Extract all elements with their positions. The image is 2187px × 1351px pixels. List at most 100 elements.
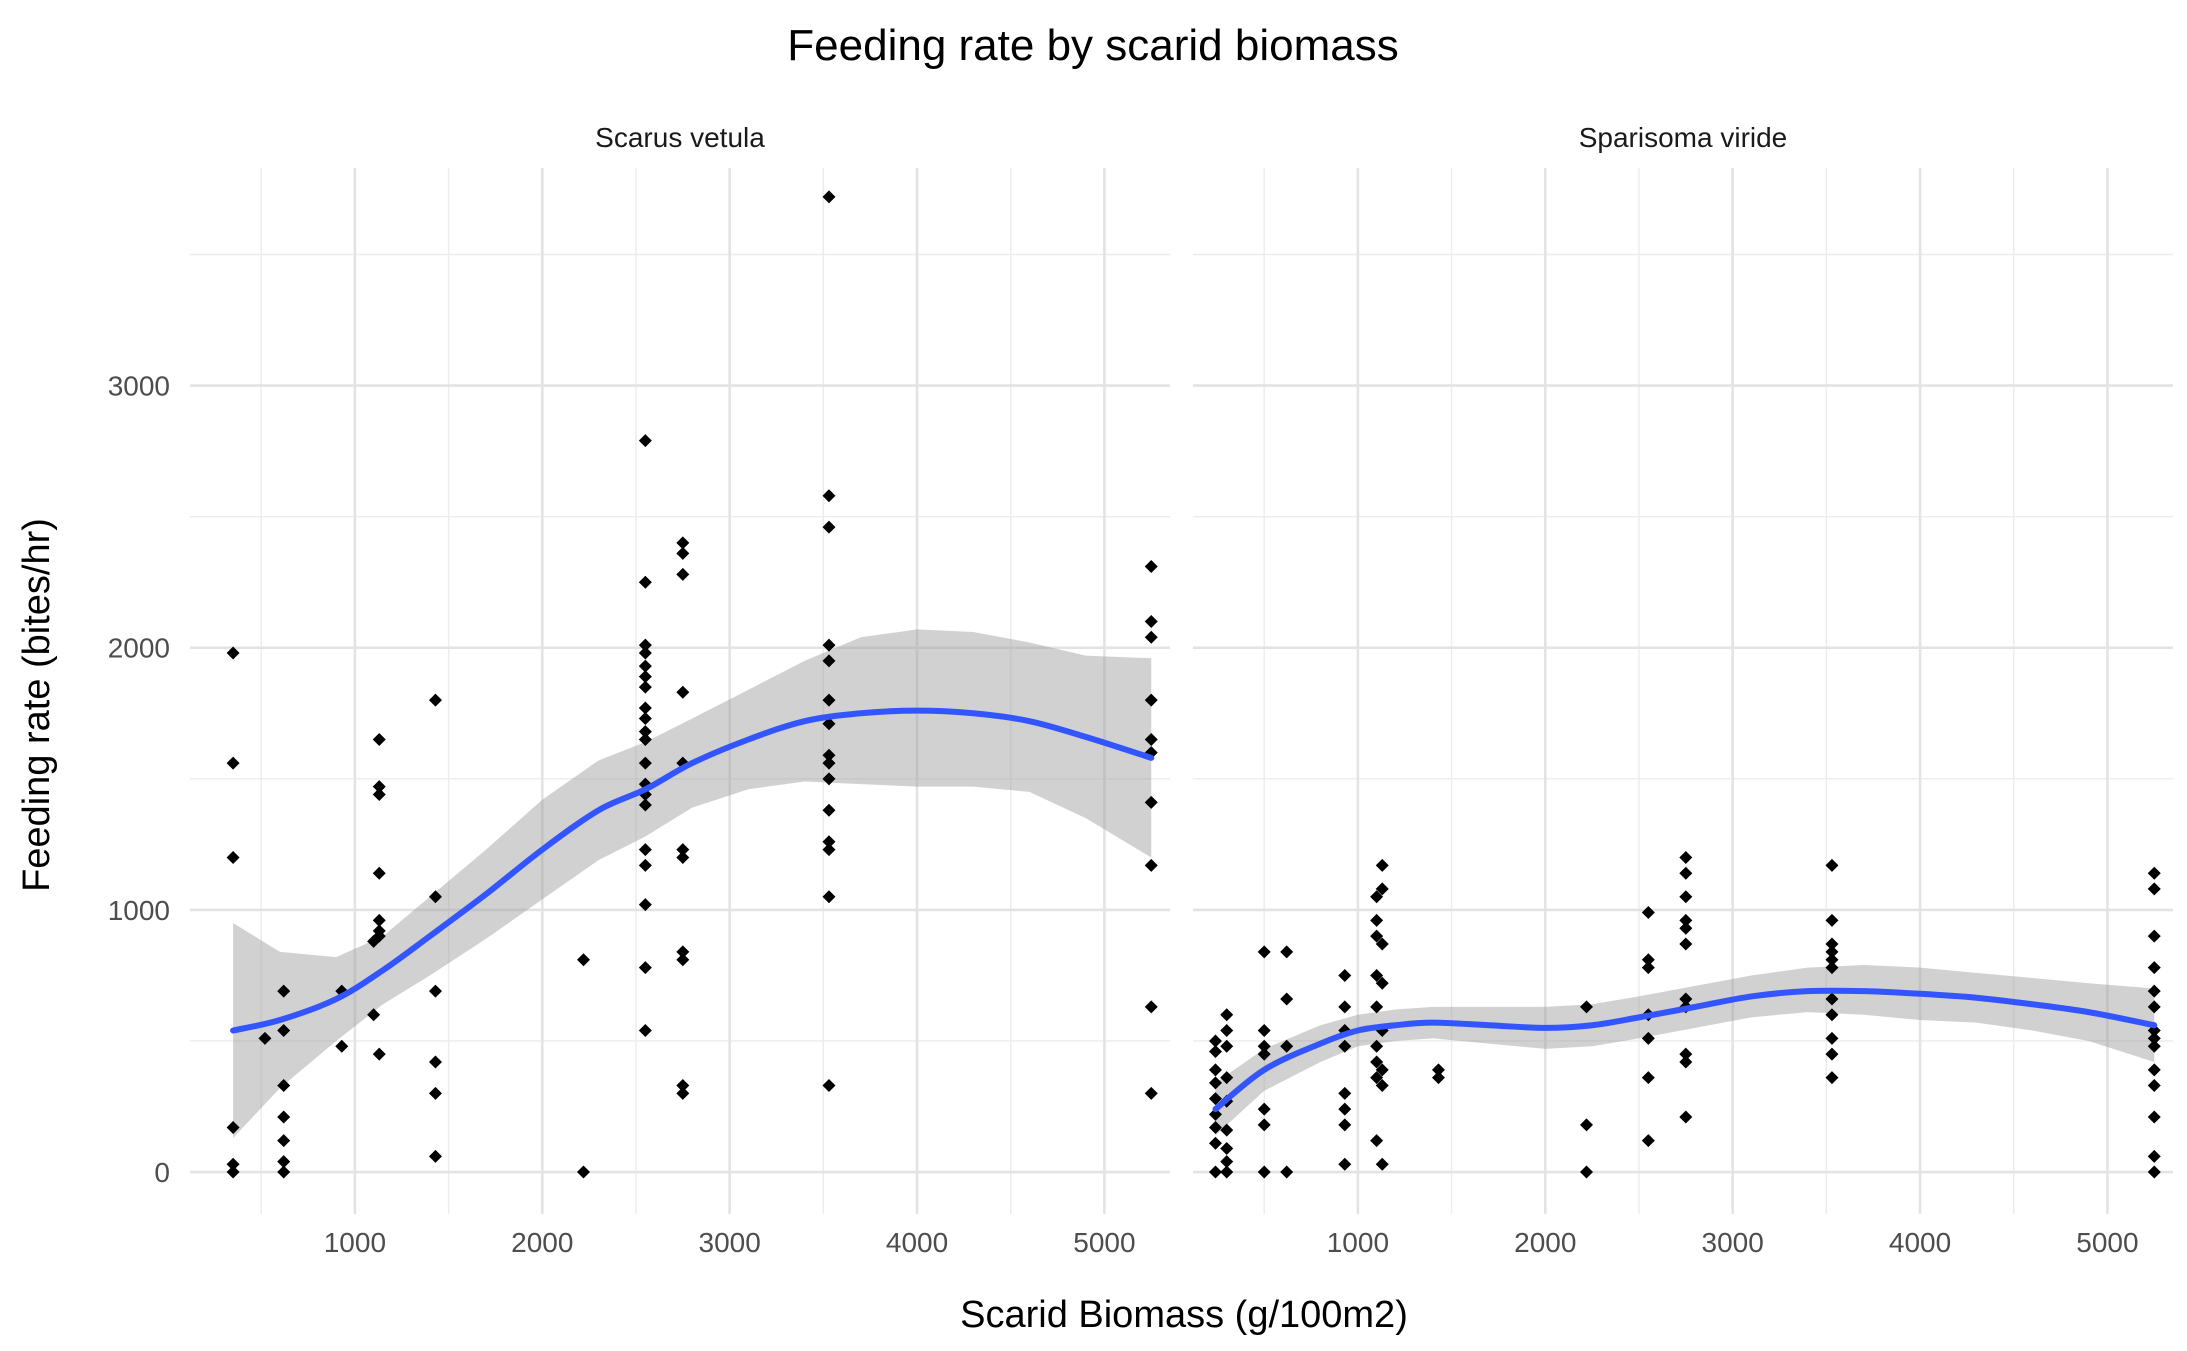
data-point bbox=[226, 1157, 240, 1171]
data-point bbox=[2147, 1000, 2161, 1014]
x-tick-label: 4000 bbox=[886, 1227, 948, 1258]
data-point bbox=[1825, 953, 1839, 967]
data-point bbox=[638, 638, 652, 652]
data-point bbox=[676, 953, 690, 967]
data-point bbox=[1257, 1047, 1271, 1061]
data-point bbox=[1220, 1141, 1234, 1155]
data-point bbox=[1144, 559, 1158, 573]
data-point bbox=[676, 1079, 690, 1093]
data-point bbox=[1280, 945, 1294, 959]
data-point bbox=[822, 654, 836, 668]
data-point bbox=[1375, 937, 1389, 951]
data-point bbox=[576, 953, 590, 967]
data-point bbox=[2147, 1039, 2161, 1053]
data-point bbox=[1257, 1118, 1271, 1132]
data-point bbox=[372, 1047, 386, 1061]
data-point bbox=[1280, 1039, 1294, 1053]
data-point bbox=[1144, 615, 1158, 629]
data-point bbox=[1144, 693, 1158, 707]
data-point bbox=[226, 756, 240, 770]
data-point bbox=[638, 575, 652, 589]
data-point bbox=[822, 693, 836, 707]
data-point bbox=[367, 1008, 381, 1022]
data-point bbox=[822, 756, 836, 770]
data-point bbox=[638, 712, 652, 726]
facet-panel-scarus-vetula: 1000 2000 3000 4000 5000 0 1000 2000 3000 bbox=[108, 168, 1170, 1258]
data-point bbox=[372, 913, 386, 927]
data-point bbox=[1257, 945, 1271, 959]
data-point bbox=[676, 945, 690, 959]
data-point bbox=[822, 638, 836, 652]
smooth-trend-line bbox=[1212, 987, 2158, 1113]
data-point bbox=[676, 536, 690, 550]
x-tick-label: 2000 bbox=[511, 1227, 573, 1258]
data-point bbox=[1338, 1000, 1352, 1014]
y-tick-label: 2000 bbox=[108, 633, 170, 664]
data-point bbox=[372, 929, 386, 943]
data-point bbox=[1579, 1118, 1593, 1132]
data-point bbox=[1144, 1086, 1158, 1100]
data-point bbox=[1338, 1086, 1352, 1100]
facet-label-scarus-vetula: Scarus vetula bbox=[595, 122, 765, 153]
data-point bbox=[1280, 992, 1294, 1006]
data-point bbox=[1338, 968, 1352, 982]
data-point bbox=[1257, 1165, 1271, 1179]
data-point bbox=[226, 646, 240, 660]
data-point bbox=[1431, 1063, 1445, 1077]
x-tick-label: 3000 bbox=[699, 1227, 761, 1258]
facet-panel-sparisoma-viride: 1000 2000 3000 4000 5000 bbox=[1193, 168, 2173, 1258]
data-point bbox=[1641, 953, 1655, 967]
data-point bbox=[822, 190, 836, 204]
x-tick-label: 1000 bbox=[1327, 1227, 1389, 1258]
data-point bbox=[1338, 1102, 1352, 1116]
data-point bbox=[638, 670, 652, 684]
data-point bbox=[1375, 858, 1389, 872]
data-point bbox=[1825, 1031, 1839, 1045]
data-point bbox=[1825, 913, 1839, 927]
data-point bbox=[638, 659, 652, 673]
data-point bbox=[226, 1165, 240, 1179]
data-point bbox=[822, 835, 836, 849]
x-axis-title: Scarid Biomass (g/100m2) bbox=[960, 1294, 1408, 1336]
data-point bbox=[1825, 858, 1839, 872]
data-point bbox=[1641, 1071, 1655, 1085]
data-point bbox=[1220, 1071, 1234, 1085]
data-point bbox=[1370, 1039, 1384, 1053]
data-point bbox=[822, 520, 836, 534]
data-point bbox=[1144, 630, 1158, 644]
data-point bbox=[1375, 1063, 1389, 1077]
data-point bbox=[2147, 1031, 2161, 1045]
data-point bbox=[1220, 1023, 1234, 1037]
data-point bbox=[1825, 1008, 1839, 1022]
data-point bbox=[1370, 890, 1384, 904]
data-point bbox=[1257, 1023, 1271, 1037]
data-point bbox=[1825, 937, 1839, 951]
data-point bbox=[676, 1086, 690, 1100]
data-point bbox=[1208, 1044, 1222, 1058]
data-point bbox=[2147, 1165, 2161, 1179]
data-point bbox=[1257, 1102, 1271, 1116]
data-point bbox=[638, 434, 652, 448]
data-point bbox=[638, 1023, 652, 1037]
data-point bbox=[2147, 1149, 2161, 1163]
data-point bbox=[1370, 929, 1384, 943]
data-point bbox=[638, 798, 652, 812]
data-point bbox=[226, 850, 240, 864]
data-point bbox=[1375, 976, 1389, 990]
data-point bbox=[1220, 1123, 1234, 1137]
data-point bbox=[1144, 795, 1158, 809]
data-point bbox=[277, 1165, 291, 1179]
data-point bbox=[2147, 882, 2161, 896]
data-point bbox=[1208, 1063, 1222, 1077]
data-point bbox=[1679, 866, 1693, 880]
data-point bbox=[638, 756, 652, 770]
data-point bbox=[1370, 968, 1384, 982]
data-point bbox=[576, 1165, 590, 1179]
data-point bbox=[428, 1055, 442, 1069]
smooth-trend-line bbox=[230, 707, 1155, 1034]
data-point bbox=[638, 961, 652, 975]
data-point bbox=[277, 1134, 291, 1148]
data-point bbox=[638, 701, 652, 715]
data-point bbox=[638, 898, 652, 912]
